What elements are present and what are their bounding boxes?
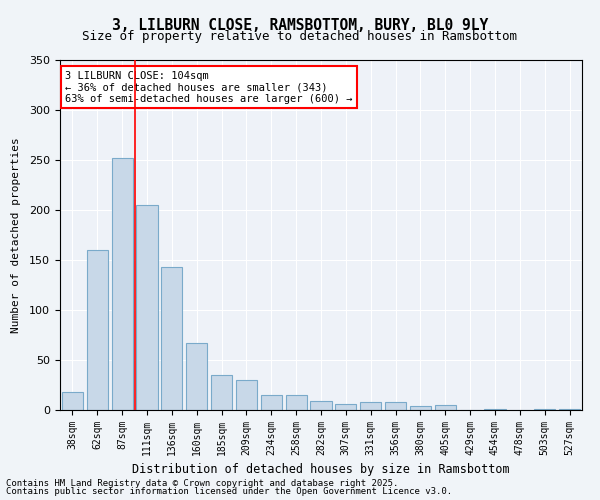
Bar [559, 409, 580, 410]
Text: Contains HM Land Registry data © Crown copyright and database right 2025.: Contains HM Land Registry data © Crown c… [6, 478, 398, 488]
Bar [435, 405, 456, 410]
X-axis label: Distribution of detached houses by size in Ramsbottom: Distribution of detached houses by size … [132, 464, 510, 476]
Bar [360, 402, 381, 410]
Bar [236, 380, 257, 410]
Bar [112, 158, 133, 410]
Bar [410, 406, 431, 410]
Bar [87, 250, 108, 410]
Bar [484, 409, 506, 410]
Bar [161, 267, 182, 410]
Bar [385, 402, 406, 410]
Bar [62, 392, 83, 410]
Text: 3 LILBURN CLOSE: 104sqm
← 36% of detached houses are smaller (343)
63% of semi-d: 3 LILBURN CLOSE: 104sqm ← 36% of detache… [65, 70, 353, 104]
Bar [211, 375, 232, 410]
Bar [310, 401, 332, 410]
Bar [534, 409, 555, 410]
Text: 3, LILBURN CLOSE, RAMSBOTTOM, BURY, BL0 9LY: 3, LILBURN CLOSE, RAMSBOTTOM, BURY, BL0 … [112, 18, 488, 32]
Text: Contains public sector information licensed under the Open Government Licence v3: Contains public sector information licen… [6, 487, 452, 496]
Bar [335, 404, 356, 410]
Bar [286, 395, 307, 410]
Bar [261, 395, 282, 410]
Bar [186, 343, 207, 410]
Bar [136, 205, 158, 410]
Y-axis label: Number of detached properties: Number of detached properties [11, 137, 21, 333]
Text: Size of property relative to detached houses in Ramsbottom: Size of property relative to detached ho… [83, 30, 517, 43]
